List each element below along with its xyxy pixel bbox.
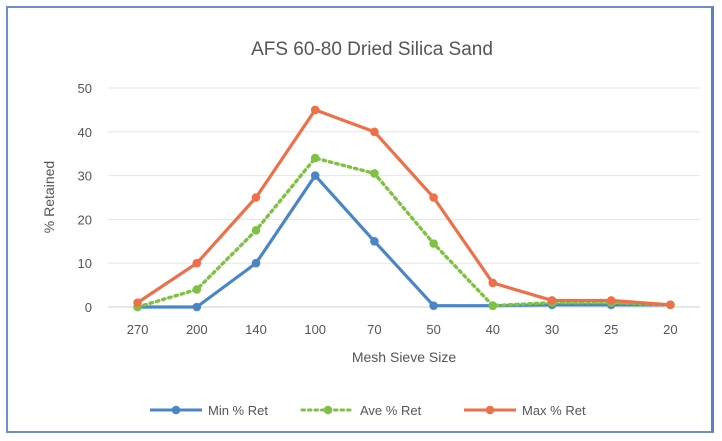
x-tick-label: 40 <box>486 322 500 337</box>
legend-marker <box>171 405 181 415</box>
data-point <box>547 296 557 305</box>
data-point <box>192 285 202 294</box>
data-point <box>429 239 438 248</box>
x-tick-label: 200 <box>186 322 208 337</box>
data-point <box>429 301 438 310</box>
data-point <box>488 278 498 288</box>
data-point <box>666 300 675 310</box>
data-point <box>251 226 261 235</box>
gridlines <box>108 87 700 308</box>
legend-label: Min % Ret <box>208 403 268 418</box>
y-axis-title: % Retained <box>41 161 57 233</box>
data-point <box>429 193 438 202</box>
chart-title: AFS 60-80 Dried Silica Sand <box>251 39 493 60</box>
y-tick-label: 40 <box>78 125 92 140</box>
data-point <box>133 298 142 307</box>
data-point <box>606 296 616 305</box>
x-tick-label: 20 <box>663 322 677 337</box>
y-tick-label: 30 <box>78 169 92 184</box>
series-line <box>135 156 673 309</box>
legend-label: Ave % Ret <box>360 403 422 418</box>
legend-label: Max % Ret <box>522 403 586 418</box>
y-tick-label: 0 <box>85 300 92 315</box>
data-point <box>192 258 202 268</box>
data-point <box>251 258 261 268</box>
data-point <box>488 301 498 310</box>
legend: Min % Ret Ave % Ret Max % Ret <box>150 403 586 418</box>
legend-marker <box>323 405 333 415</box>
x-tick-label: 270 <box>127 322 149 337</box>
x-tick-label: 70 <box>367 322 381 337</box>
y-tick-label: 50 <box>78 81 92 96</box>
data-point <box>310 105 320 115</box>
series-line <box>136 108 671 307</box>
series-line <box>137 174 671 309</box>
x-tick-label: 140 <box>245 322 267 337</box>
data-point <box>370 127 379 137</box>
x-tick-label: 100 <box>304 322 326 337</box>
x-axis-ticks: 270 200 140 100 70 50 40 30 25 20 <box>127 322 678 337</box>
x-tick-label: 30 <box>545 322 559 337</box>
data-point <box>310 171 320 180</box>
y-axis-ticks: 0 10 20 30 40 50 <box>78 81 92 315</box>
data-point <box>251 193 261 202</box>
data-point <box>370 237 379 246</box>
x-tick-label: 25 <box>604 322 618 337</box>
x-tick-label: 50 <box>426 322 440 337</box>
data-point <box>370 169 379 178</box>
legend-marker <box>485 405 495 415</box>
y-tick-label: 10 <box>78 256 92 271</box>
y-tick-label: 20 <box>78 212 92 227</box>
x-axis-title: Mesh Sieve Size <box>352 349 456 365</box>
series-lines <box>133 105 675 312</box>
data-point <box>192 302 202 312</box>
data-point <box>310 153 320 163</box>
